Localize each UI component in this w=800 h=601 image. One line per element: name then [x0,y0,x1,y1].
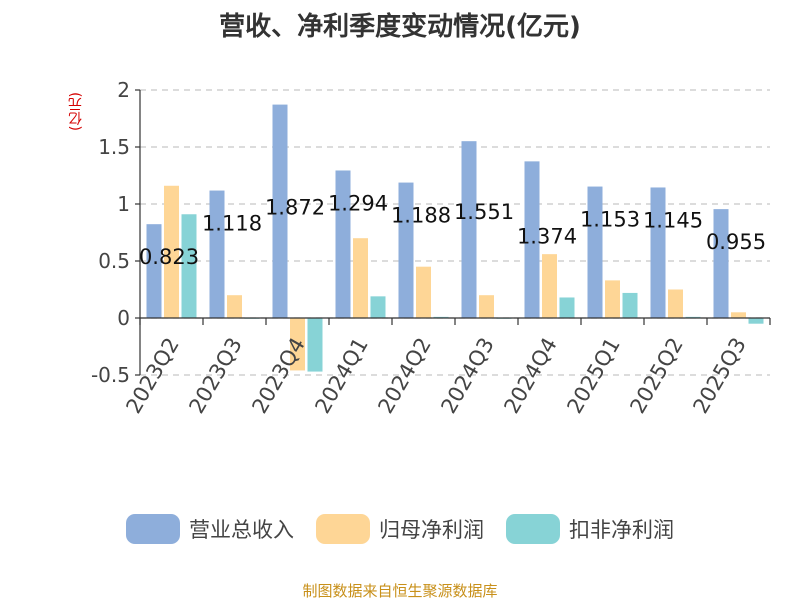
bar-revenue [146,224,162,318]
bar-deducted-net-profit [181,214,197,318]
legend-label-net-profit: 归母净利润 [379,518,484,542]
bar-revenue [524,161,540,318]
y-tick-label: -0.5 [91,363,130,387]
data-label: 1.551 [454,200,514,224]
bar-revenue [650,187,666,318]
bar-revenue [335,170,351,318]
x-tick-label: 2023Q4 [247,334,309,418]
data-label: 1.872 [265,196,325,220]
data-source-note: 制图数据来自恒生聚源数据库 [302,582,498,600]
y-tick-label: 0.5 [98,249,130,273]
y-tick-label: 0 [117,306,130,330]
legend-label-revenue: 营业总收入 [189,518,294,542]
bar-revenue [398,182,414,318]
data-label: 1.374 [517,224,577,248]
x-tick-label: 2023Q3 [184,334,246,418]
bar-deducted-net-profit [307,318,323,372]
bar-revenue [461,141,477,318]
x-tick-label: 2025Q2 [625,334,687,418]
x-tick-label: 2024Q3 [436,334,498,418]
bar-net-profit [605,280,620,318]
bar-net-profit [290,318,305,371]
bar-deducted-net-profit [559,297,575,318]
data-label: 1.294 [328,191,388,215]
y-tick-label: 1.5 [98,135,130,159]
data-label: 1.145 [643,208,703,232]
legend-swatch-net-profit [316,514,370,544]
legend-item-deducted-net-profit[interactable]: 扣非净利润 [506,514,674,544]
bar-net-profit [479,295,494,318]
bar-deducted-net-profit [622,292,638,318]
legend-item-net-profit[interactable]: 归母净利润 [316,514,484,544]
bar-revenue [272,104,288,318]
bar-deducted-net-profit [370,296,386,318]
bar-net-profit [353,238,368,318]
bar-deducted-net-profit [748,318,764,324]
bar-net-profit [164,185,179,318]
data-label: 0.823 [139,245,199,269]
bar-revenue [209,190,225,318]
chart-title: 营收、净利季度变动情况(亿元) [219,12,581,42]
data-label: 1.153 [580,208,640,232]
y-tick-label: 2 [117,78,130,102]
bar-net-profit [542,254,557,318]
legend-item-revenue[interactable]: 营业总收入 [126,514,294,544]
data-label: 0.955 [706,230,766,254]
bar-net-profit [668,289,683,318]
bar-revenue [713,209,729,318]
bar-revenue [587,186,603,318]
bar-net-profit [731,312,746,318]
data-label: 1.188 [391,204,451,228]
legend-swatch-deducted-net-profit [506,514,560,544]
legend-swatch-revenue [126,514,180,544]
x-tick-label: 2025Q3 [688,334,750,418]
data-label: 1.118 [202,212,262,236]
y-tick-label: 1 [117,192,130,216]
legend-label-deducted-net-profit: 扣非净利润 [569,518,674,542]
legend: 营业总收入 归母净利润 扣非净利润 [0,514,800,544]
bar-net-profit [416,266,431,318]
bar-net-profit [227,295,242,318]
